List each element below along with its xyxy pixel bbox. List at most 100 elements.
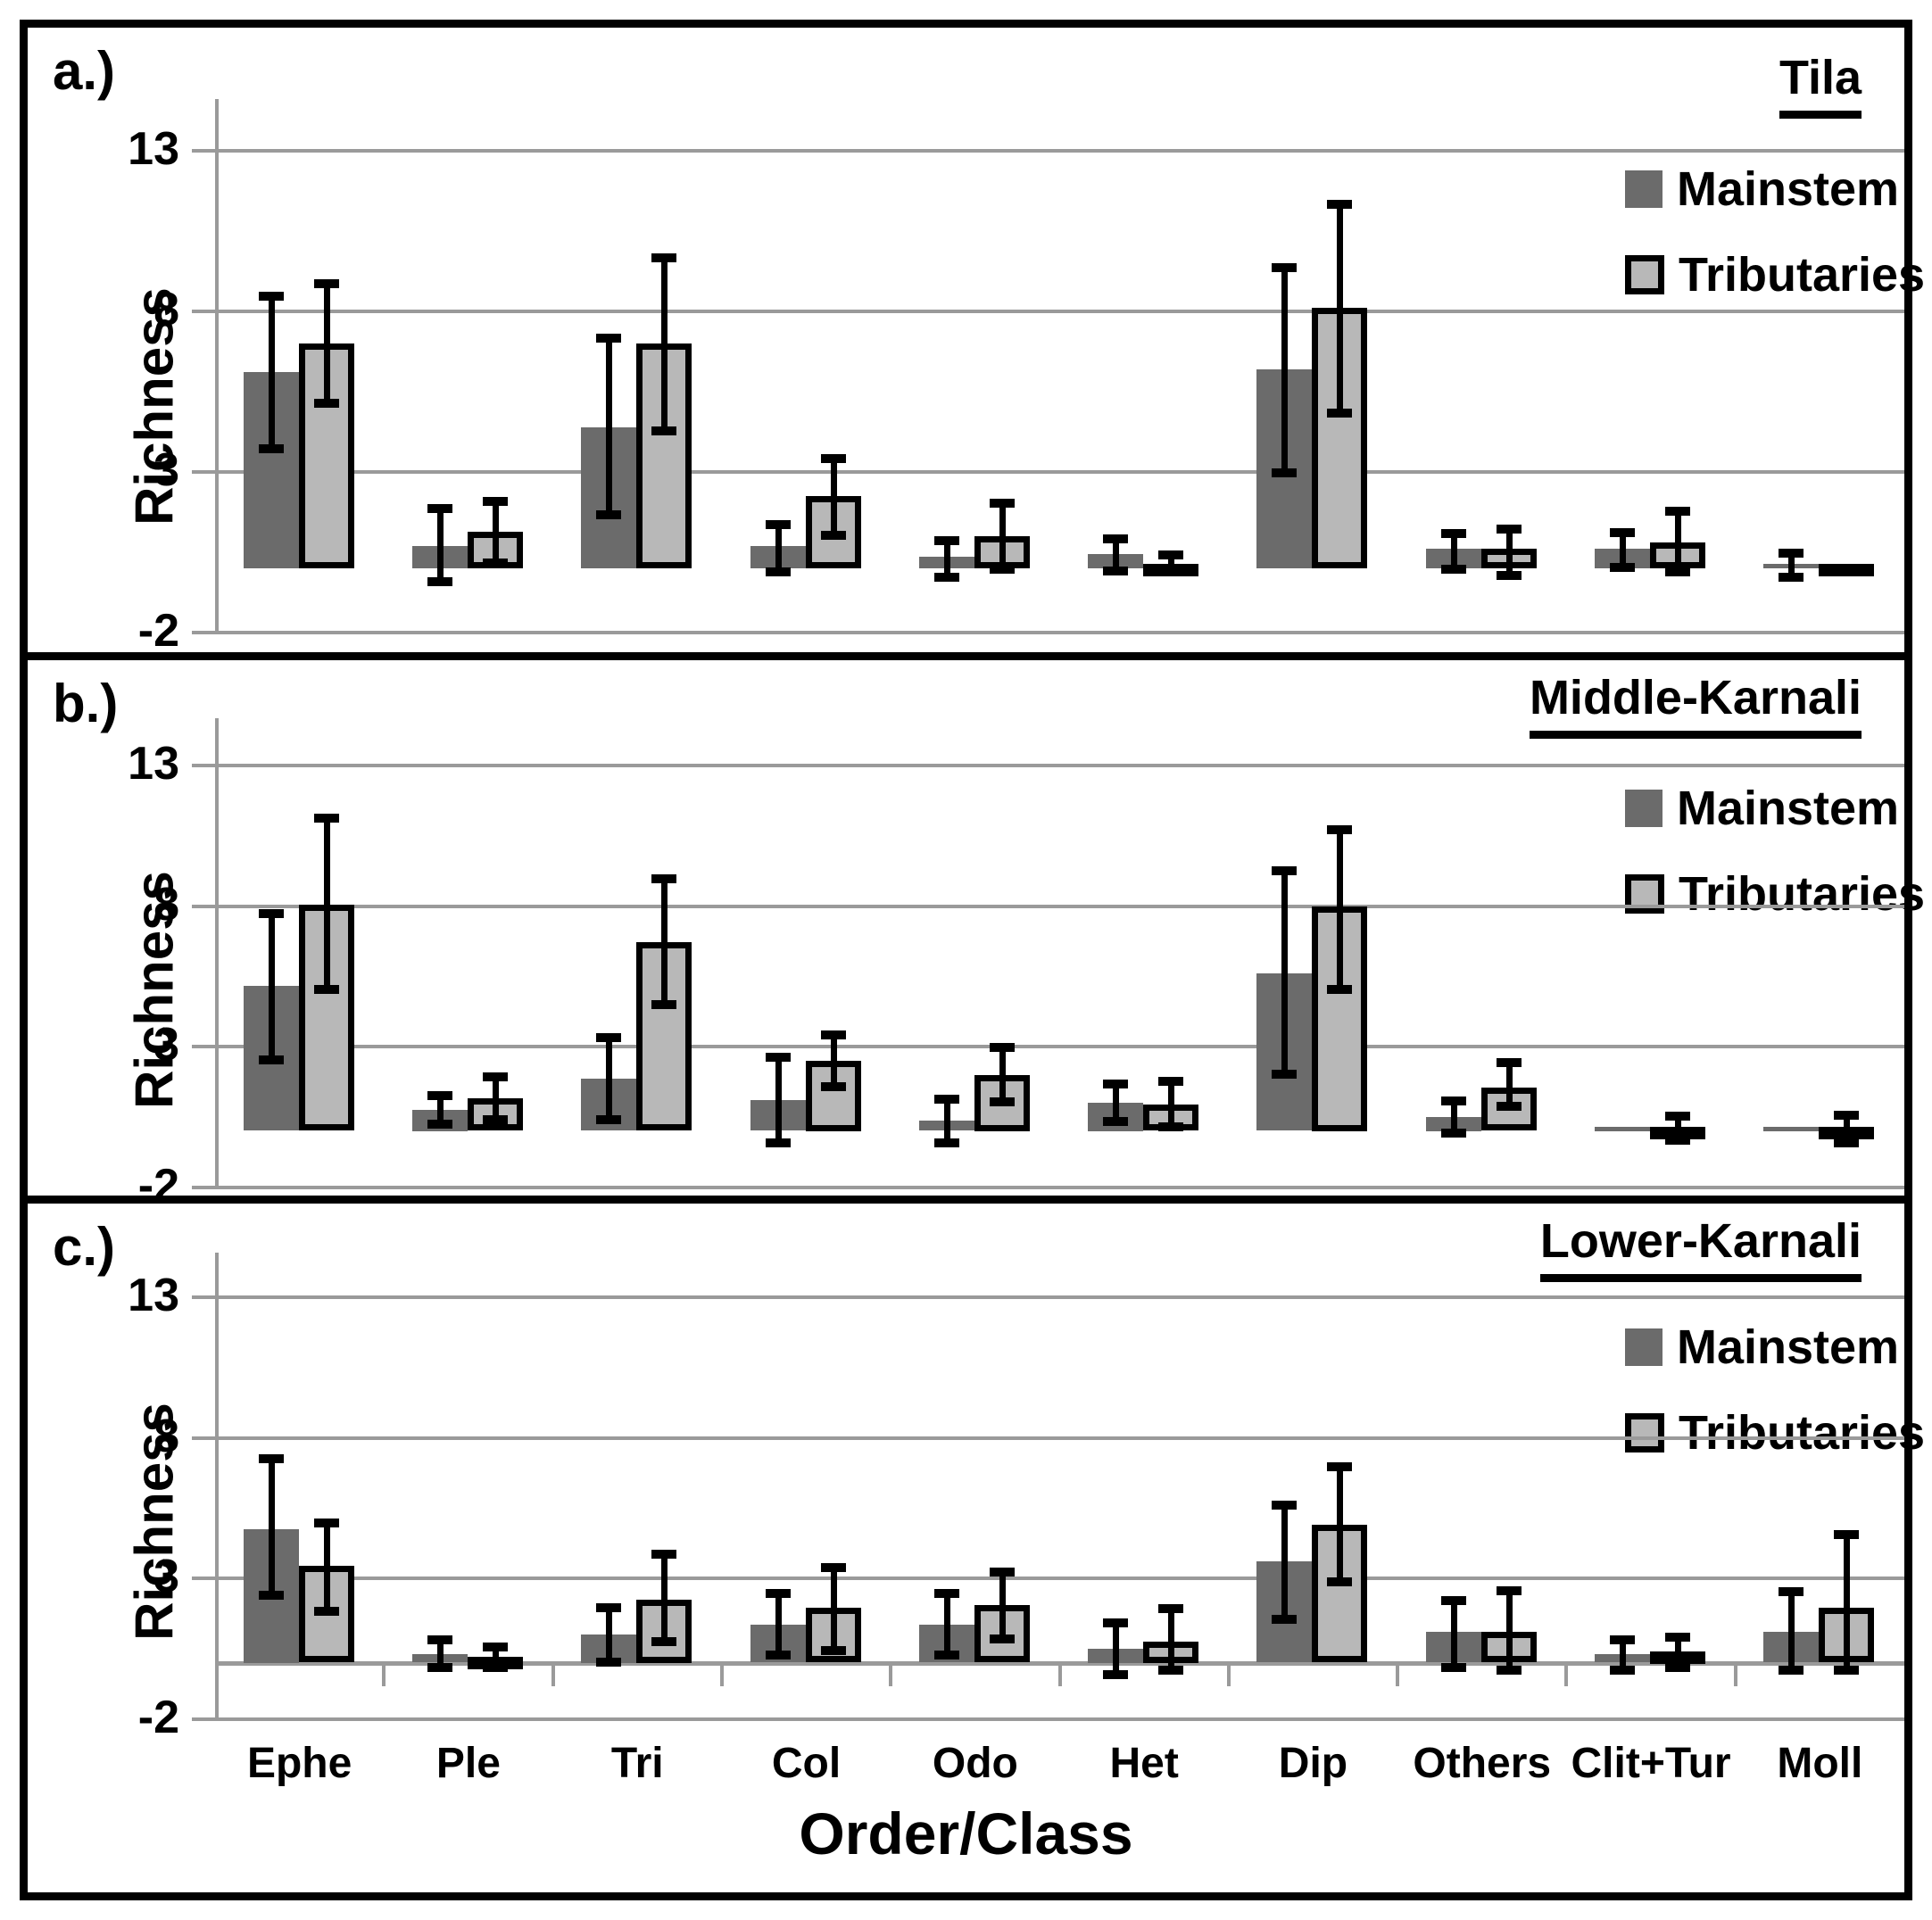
legend-label-mainstem: Mainstem — [1677, 162, 1900, 216]
error-bar — [943, 1098, 950, 1144]
gridline-13 — [192, 1295, 1904, 1299]
error-bar-cap-top — [482, 1072, 508, 1082]
legend-label-tributaries: Tributaries — [1679, 1406, 1926, 1460]
error-bar-cap-bottom — [427, 1120, 452, 1130]
error-bar — [1281, 869, 1289, 1075]
error-bar-cap-bottom — [1610, 563, 1636, 572]
error-bar-cap-top — [1158, 1604, 1184, 1614]
error-bar — [1450, 1099, 1457, 1134]
gridline-3 — [192, 1045, 1904, 1048]
category-label-moll: Moll — [1777, 1740, 1863, 1787]
error-bar — [830, 1567, 837, 1651]
error-bar-cap-bottom — [765, 1138, 791, 1147]
bar-tributaries-tri — [636, 343, 692, 568]
error-bar-cap-top — [1834, 1110, 1860, 1120]
error-bar-cap-top — [427, 503, 452, 513]
error-bar — [436, 507, 444, 583]
error-bar-cap-top — [1496, 1585, 1522, 1595]
y-tick-label: 3 — [153, 444, 179, 496]
error-bar — [775, 1056, 782, 1144]
error-bar-cap-top — [651, 1549, 677, 1559]
error-bar — [1168, 1080, 1175, 1129]
error-bar-cap-top — [427, 1090, 452, 1100]
error-bar-cap-top — [933, 1095, 959, 1105]
y-tick-label: 13 — [128, 1270, 179, 1321]
error-bar-cap-top — [1610, 527, 1636, 537]
error-bar-cap-bottom — [1103, 566, 1129, 575]
category-label-tri: Tri — [610, 1740, 664, 1787]
error-bar-cap-top — [1103, 534, 1129, 543]
error-bar-cap-top — [933, 535, 959, 545]
mainstem-swatch-icon — [1625, 170, 1663, 208]
error-bar-cap-bottom — [1834, 1138, 1860, 1147]
error-bar-cap-bottom — [596, 509, 622, 519]
error-bar-cap-bottom — [1834, 1665, 1860, 1675]
gridline-13 — [192, 149, 1904, 153]
error-bar — [1675, 510, 1682, 574]
tributaries-swatch-icon — [1625, 1413, 1664, 1452]
error-bar-cap-top — [765, 1588, 791, 1598]
error-bar — [436, 1094, 444, 1126]
error-bar-cap-top — [1440, 529, 1466, 539]
gridline-8 — [192, 904, 1904, 908]
error-bar — [1450, 1599, 1457, 1668]
error-bar-cap-bottom — [933, 1138, 959, 1147]
y-tick-label: 3 — [153, 1551, 179, 1602]
error-bar-cap-top — [765, 519, 791, 529]
panel-tila: a.) Tila Richness Mainstem Tributaries 1… — [28, 28, 1925, 660]
mainstem-swatch-icon — [1625, 1328, 1663, 1366]
legend-label-mainstem: Mainstem — [1677, 1320, 1900, 1374]
category-label-ple: Ple — [435, 1740, 501, 1787]
error-bar-cap-bottom — [1779, 1665, 1804, 1675]
error-bar-cap-top — [820, 1030, 846, 1039]
error-bar-cap-top — [765, 1053, 791, 1063]
y-tick-label: -2 — [137, 605, 179, 657]
error-bar — [661, 256, 668, 432]
error-bar-cap-bottom — [651, 1000, 677, 1010]
error-bar — [661, 1552, 668, 1643]
tributaries-swatch-icon — [1625, 255, 1664, 294]
bar-mainstem-clit+tur — [1595, 1126, 1651, 1131]
error-bar-cap-top — [1327, 200, 1353, 210]
error-bar-cap-top — [1103, 1618, 1129, 1627]
error-bar-cap-bottom — [765, 1650, 791, 1659]
panel-title-middle-karnali: Middle-Karnali — [1529, 673, 1862, 739]
legend-label-tributaries: Tributaries — [1679, 867, 1926, 921]
y-tick-label: 8 — [153, 878, 179, 931]
error-bar-cap-top — [1272, 865, 1298, 875]
error-bar-cap-top — [1665, 1632, 1691, 1642]
error-bar-cap-top — [1834, 1529, 1860, 1539]
x-axis-tick — [382, 1662, 386, 1686]
error-bar-cap-top — [933, 1588, 959, 1598]
x-axis-tick — [1226, 1662, 1231, 1686]
legend: Mainstem Tributaries — [1625, 781, 1925, 952]
error-bar-cap-bottom — [1665, 1135, 1691, 1145]
error-bar-cap-top — [651, 874, 677, 883]
error-bar-cap-bottom — [482, 1662, 508, 1672]
error-bar — [1168, 553, 1175, 574]
panel-title-lower-karnali: Lower-Karnali — [1539, 1216, 1862, 1282]
panel-title-tila: Tila — [1779, 53, 1862, 119]
bar-tributaries-moll — [1819, 564, 1875, 576]
gridline--2 — [192, 631, 1904, 634]
error-bar-cap-top — [1496, 525, 1522, 534]
category-label-odo: Odo — [932, 1740, 1018, 1787]
error-bar-cap-bottom — [313, 1606, 339, 1616]
y-axis-line — [215, 99, 219, 634]
y-tick-label: -2 — [137, 1159, 179, 1212]
error-bar — [999, 502, 1006, 570]
error-bar-cap-bottom — [258, 1591, 284, 1601]
error-bar-cap-top — [1779, 549, 1804, 558]
error-bar-cap-top — [1610, 1634, 1636, 1644]
error-bar — [999, 1047, 1006, 1103]
y-tick-label: 8 — [153, 284, 179, 335]
x-axis-tick — [719, 1662, 724, 1686]
error-bar-cap-bottom — [1272, 1069, 1298, 1079]
error-bar-cap-bottom — [1158, 1122, 1184, 1132]
x-axis-title: Order/Class — [799, 1800, 1133, 1866]
error-bar — [1844, 1113, 1851, 1144]
legend-item-tributaries: Tributaries — [1625, 247, 1925, 302]
error-bar — [1675, 1115, 1682, 1141]
error-bar-cap-top — [989, 1043, 1015, 1052]
error-bar-cap-bottom — [1327, 985, 1353, 994]
